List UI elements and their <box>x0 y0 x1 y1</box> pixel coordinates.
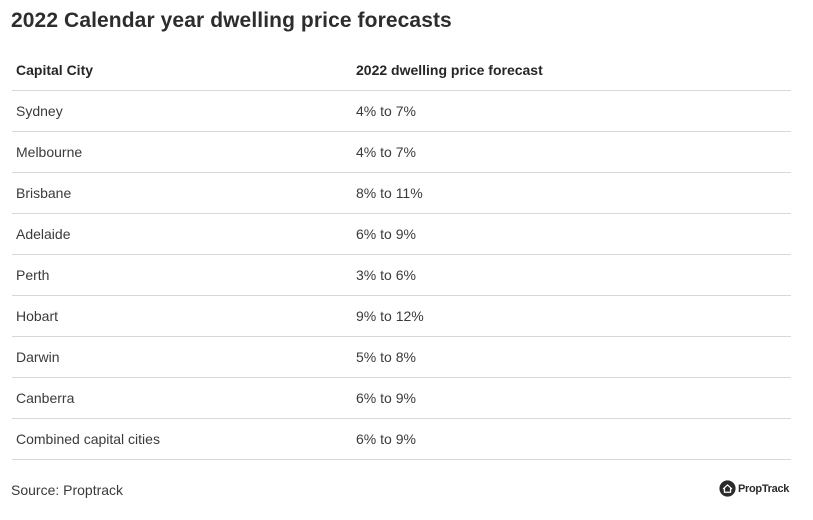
forecast-cell: 6% to 9% <box>352 377 791 419</box>
city-cell: Melbourne <box>12 131 352 173</box>
table-row: Darwin 5% to 8% <box>12 336 791 378</box>
house-icon <box>719 480 736 497</box>
table-row: Canberra 6% to 9% <box>12 377 791 419</box>
city-cell: Darwin <box>12 336 352 378</box>
forecast-cell: 4% to 7% <box>352 90 791 132</box>
forecast-cell: 5% to 8% <box>352 336 791 378</box>
city-cell: Sydney <box>12 90 352 132</box>
city-cell: Hobart <box>12 295 352 337</box>
table-row: Perth 3% to 6% <box>12 254 791 296</box>
table-row: Adelaide 6% to 9% <box>12 213 791 255</box>
forecast-cell: 8% to 11% <box>352 172 791 214</box>
page-title: 2022 Calendar year dwelling price foreca… <box>11 9 452 32</box>
city-cell: Adelaide <box>12 213 352 255</box>
forecast-table: Capital City 2022 dwelling price forecas… <box>12 50 791 460</box>
forecast-cell: 9% to 12% <box>352 295 791 337</box>
proptrack-logo: PropTrack <box>719 480 789 497</box>
table-row: Combined capital cities 6% to 9% <box>12 418 791 460</box>
column-header-city: Capital City <box>12 50 352 91</box>
table-row: Brisbane 8% to 11% <box>12 172 791 214</box>
forecast-cell: 3% to 6% <box>352 254 791 296</box>
table-row: Hobart 9% to 12% <box>12 295 791 337</box>
table-header-row: Capital City 2022 dwelling price forecas… <box>12 50 791 91</box>
table-row: Melbourne 4% to 7% <box>12 131 791 173</box>
logo-text: PropTrack <box>738 482 790 495</box>
table-row: Sydney 4% to 7% <box>12 90 791 132</box>
city-cell: Combined capital cities <box>12 418 352 460</box>
source-note: Source: Proptrack <box>11 482 124 498</box>
column-header-forecast: 2022 dwelling price forecast <box>352 50 791 91</box>
city-cell: Brisbane <box>12 172 352 214</box>
city-cell: Perth <box>12 254 352 296</box>
city-cell: Canberra <box>12 377 352 419</box>
forecast-cell: 6% to 9% <box>352 418 791 460</box>
forecast-cell: 4% to 7% <box>352 131 791 173</box>
forecast-cell: 6% to 9% <box>352 213 791 255</box>
